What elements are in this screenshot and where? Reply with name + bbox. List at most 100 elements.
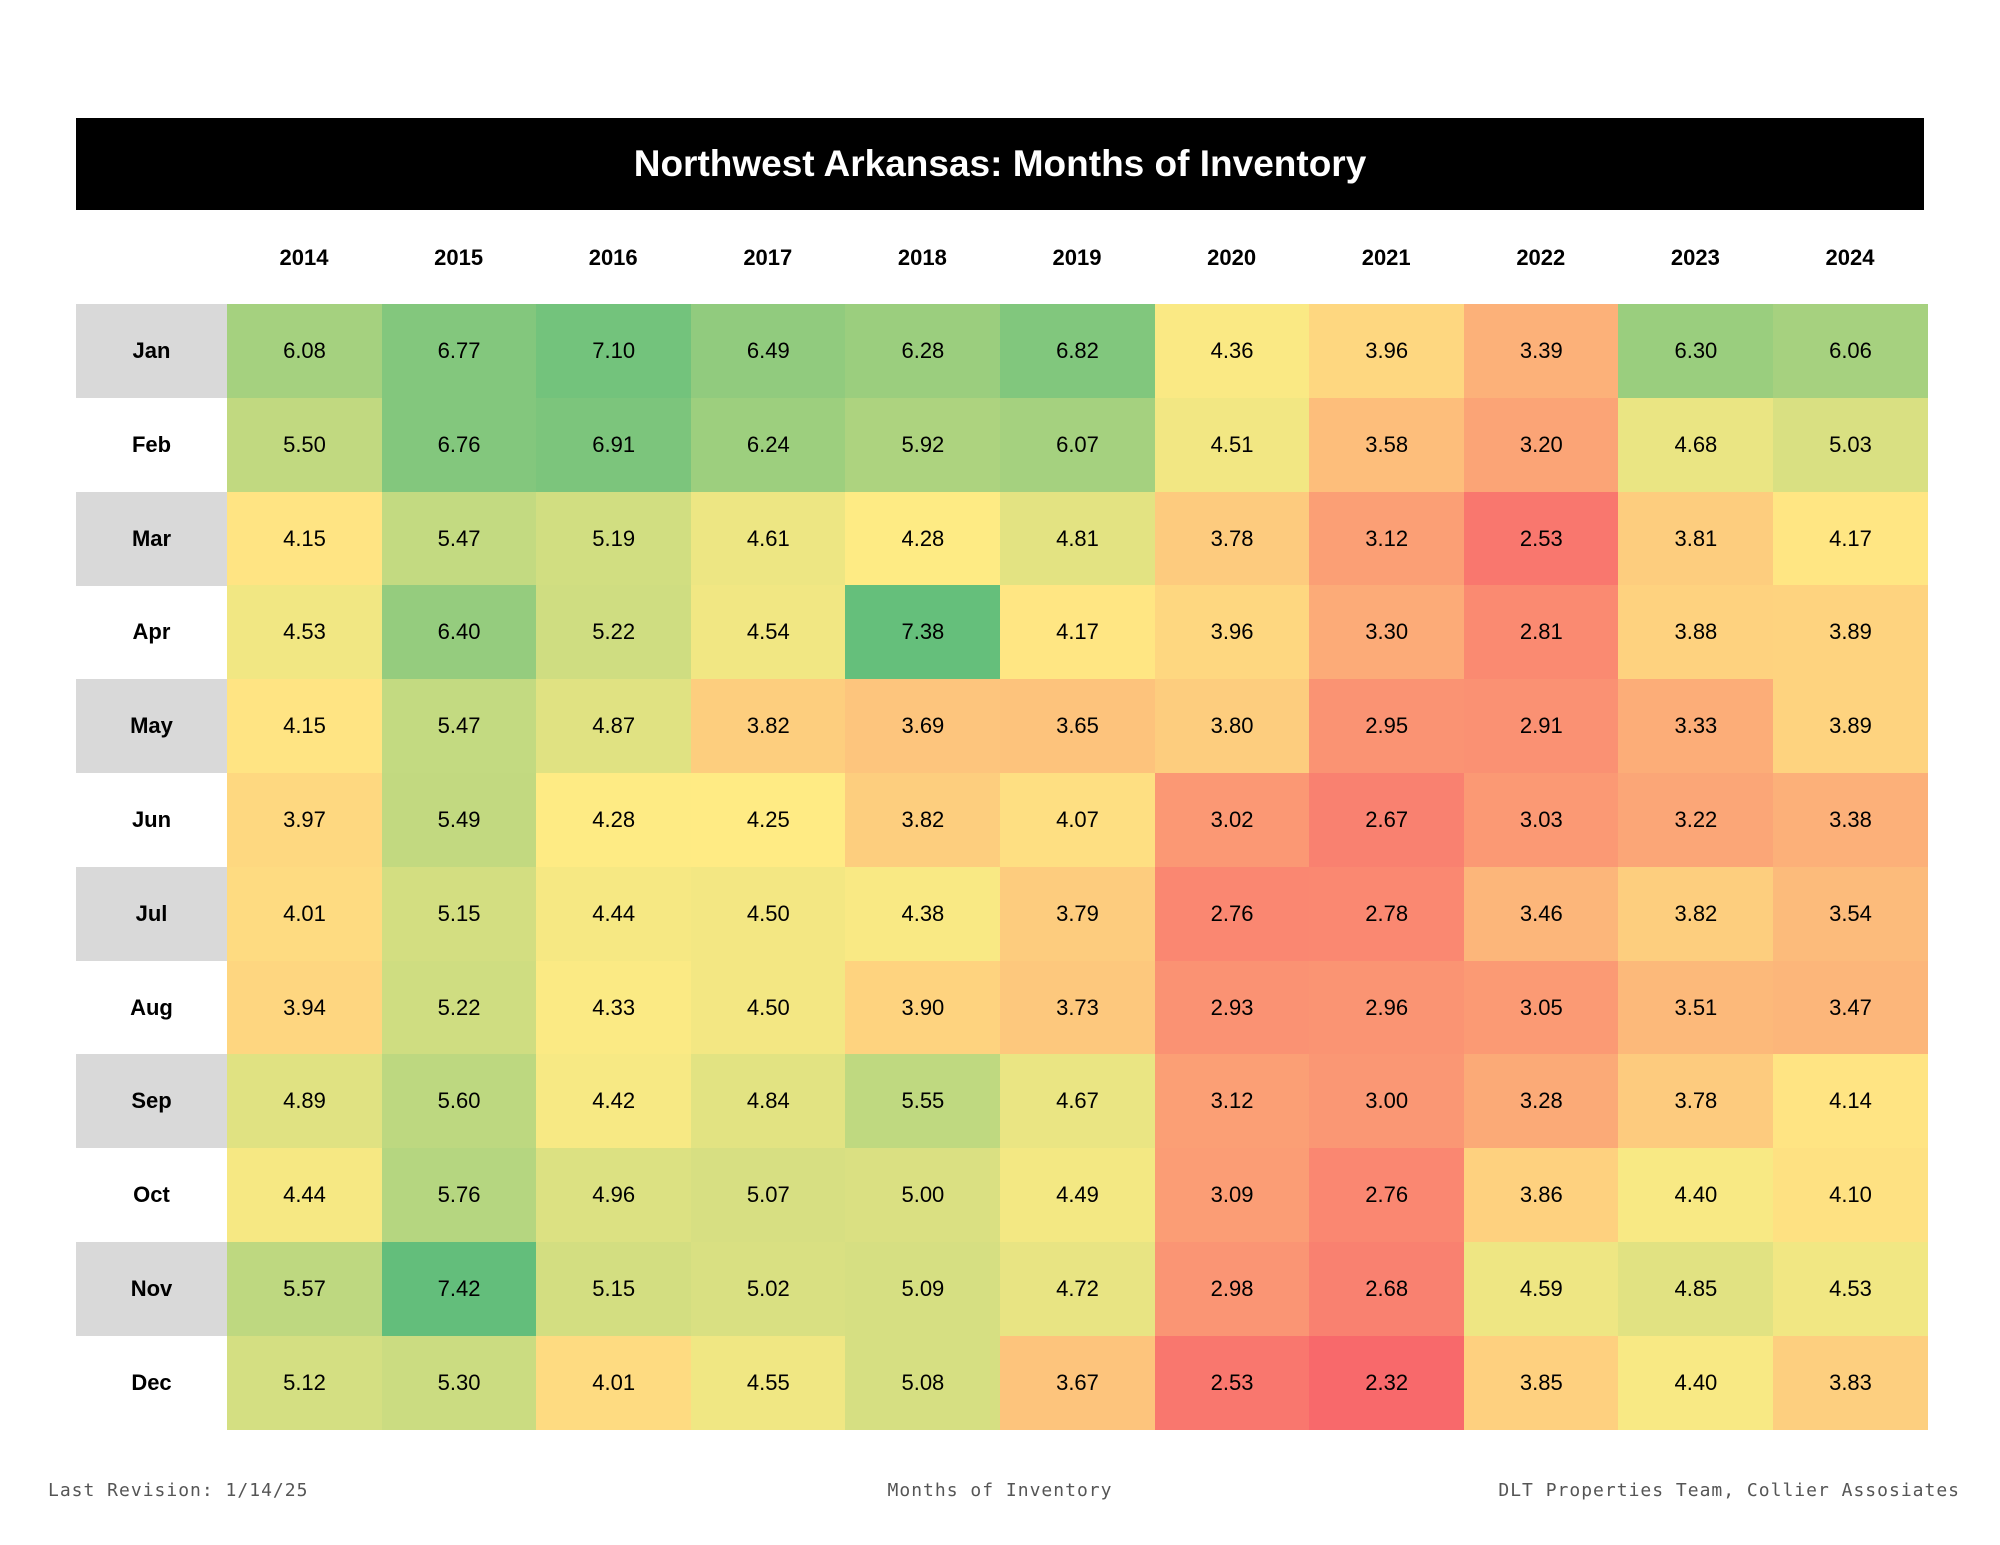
heatmap-cell: 5.49 — [381, 773, 537, 867]
heatmap-cell: 3.00 — [1309, 1054, 1465, 1149]
heatmap-cell: 6.91 — [536, 397, 692, 492]
heatmap-cell: 4.50 — [690, 960, 846, 1055]
heatmap-cell: 4.28 — [845, 491, 1001, 586]
year-header-2018: 2018 — [897, 245, 947, 270]
heatmap-cell: 3.09 — [1154, 1148, 1310, 1243]
heatmap-cell: 3.79 — [1000, 866, 1155, 961]
heatmap-cell: 5.57 — [227, 1242, 382, 1336]
row-label-mar: Mar — [76, 491, 227, 586]
heatmap-cell: 5.15 — [536, 1242, 692, 1336]
year-header-2019: 2019 — [1052, 245, 1102, 270]
heatmap-cell: 3.39 — [1463, 304, 1619, 398]
heatmap-cell: 3.67 — [1000, 1335, 1155, 1430]
heatmap-cell: 2.81 — [1463, 585, 1619, 680]
heatmap-cell: 2.67 — [1309, 773, 1465, 867]
heatmap-cell: 3.97 — [227, 773, 382, 867]
heatmap-cell: 3.96 — [1309, 304, 1465, 398]
heatmap-cell: 5.03 — [1773, 397, 1928, 492]
heatmap-cell: 3.54 — [1773, 866, 1928, 961]
footer-revision: Last Revision: 1/14/25 — [48, 1480, 309, 1501]
heatmap-cell: 3.28 — [1463, 1054, 1619, 1149]
heatmap-cell: 3.20 — [1463, 397, 1619, 492]
heatmap-cell: 3.82 — [845, 773, 1001, 867]
heatmap-cell: 3.58 — [1309, 397, 1465, 492]
heatmap-cell: 4.89 — [227, 1054, 382, 1149]
heatmap-cell: 5.55 — [845, 1054, 1001, 1149]
heatmap-cell: 3.83 — [1773, 1335, 1928, 1430]
heatmap-cell: 4.85 — [1618, 1242, 1774, 1336]
heatmap-cell: 5.92 — [845, 397, 1001, 492]
year-header-2015: 2015 — [434, 245, 484, 270]
heatmap-cell: 4.68 — [1618, 397, 1774, 492]
heatmap-cell: 2.93 — [1154, 960, 1310, 1055]
heatmap-cell: 3.69 — [845, 679, 1001, 774]
heatmap-cell: 6.08 — [227, 304, 382, 398]
year-header-2024: 2024 — [1825, 245, 1875, 270]
heatmap-cell: 3.02 — [1154, 773, 1310, 867]
heatmap-cell: 2.78 — [1309, 866, 1465, 961]
heatmap-cell: 4.07 — [1000, 773, 1155, 867]
heatmap-cell: 4.17 — [1773, 491, 1928, 586]
heatmap-cell: 5.22 — [381, 960, 537, 1055]
heatmap-cell: 2.76 — [1309, 1148, 1465, 1243]
heatmap-cell: 3.80 — [1154, 679, 1310, 774]
heatmap-cell: 3.30 — [1309, 585, 1465, 680]
heatmap-cell: 5.07 — [690, 1148, 846, 1243]
heatmap-cell: 5.30 — [381, 1335, 537, 1430]
heatmap-cell: 7.38 — [845, 585, 1001, 680]
heatmap-cell: 4.96 — [536, 1148, 692, 1243]
row-label-apr: Apr — [132, 619, 171, 645]
row-label-jul: Jul — [76, 866, 227, 961]
row-label-jan: Jan — [76, 304, 227, 398]
heatmap-cell: 3.12 — [1309, 491, 1465, 586]
heatmap-cell: 3.46 — [1463, 866, 1619, 961]
heatmap-cell: 3.81 — [1618, 491, 1774, 586]
heatmap-cell: 6.28 — [845, 304, 1001, 398]
heatmap-cell: 4.87 — [536, 679, 692, 774]
heatmap-cell: 3.51 — [1618, 960, 1774, 1055]
year-header-2016: 2016 — [588, 245, 638, 270]
heatmap-cell: 6.40 — [381, 585, 537, 680]
heatmap-cell: 4.49 — [1000, 1148, 1155, 1243]
heatmap-cell: 4.81 — [1000, 491, 1155, 586]
heatmap-cell: 3.47 — [1773, 960, 1928, 1055]
heatmap-cell: 6.06 — [1773, 304, 1928, 398]
heatmap-cell: 4.67 — [1000, 1054, 1155, 1149]
heatmap-cell: 2.98 — [1154, 1242, 1310, 1336]
row-label-dec: Dec — [131, 1369, 172, 1395]
heatmap-cell: 3.89 — [1773, 679, 1928, 774]
heatmap-cell: 2.76 — [1154, 866, 1310, 961]
row-label-aug: Aug — [130, 994, 173, 1020]
heatmap-cell: 3.90 — [845, 960, 1001, 1055]
heatmap-cell: 5.09 — [845, 1242, 1001, 1336]
row-label-jun: Jun — [131, 807, 172, 832]
heatmap-cell: 4.15 — [227, 679, 382, 774]
heatmap-cell: 3.86 — [1463, 1148, 1619, 1243]
heatmap-cell: 3.65 — [1000, 679, 1155, 774]
row-label-nov: Nov — [76, 1242, 227, 1336]
heatmap-cell: 5.60 — [381, 1054, 537, 1149]
heatmap-cell: 4.33 — [536, 960, 692, 1055]
heatmap-cell: 2.53 — [1154, 1335, 1310, 1430]
heatmap-cell: 4.14 — [1773, 1054, 1928, 1149]
heatmap-cell: 5.50 — [227, 397, 382, 492]
heatmap-cell: 4.84 — [690, 1054, 846, 1149]
heatmap-cell: 5.19 — [536, 491, 692, 586]
heatmap-cell: 4.61 — [690, 491, 846, 586]
heatmap-cell: 4.36 — [1154, 304, 1310, 398]
heatmap-cell: 3.03 — [1463, 773, 1619, 867]
heatmap-cell: 4.53 — [1773, 1242, 1928, 1336]
heatmap-cell: 5.02 — [690, 1242, 846, 1336]
heatmap-cell: 2.91 — [1463, 679, 1619, 774]
heatmap-cell: 2.68 — [1309, 1242, 1465, 1336]
heatmap-cell: 2.96 — [1309, 960, 1465, 1055]
year-header-2021: 2021 — [1361, 245, 1411, 270]
heatmap-cell: 4.38 — [845, 866, 1001, 961]
heatmap-cell: 3.05 — [1463, 960, 1619, 1055]
heatmap-cell: 2.32 — [1309, 1335, 1465, 1430]
heatmap-cell: 5.47 — [381, 679, 537, 774]
heatmap-cell: 2.95 — [1309, 679, 1465, 774]
heatmap-cell: 4.01 — [536, 1335, 692, 1430]
heatmap-cell: 5.12 — [227, 1335, 382, 1430]
heatmap-cell: 6.82 — [1000, 304, 1155, 398]
